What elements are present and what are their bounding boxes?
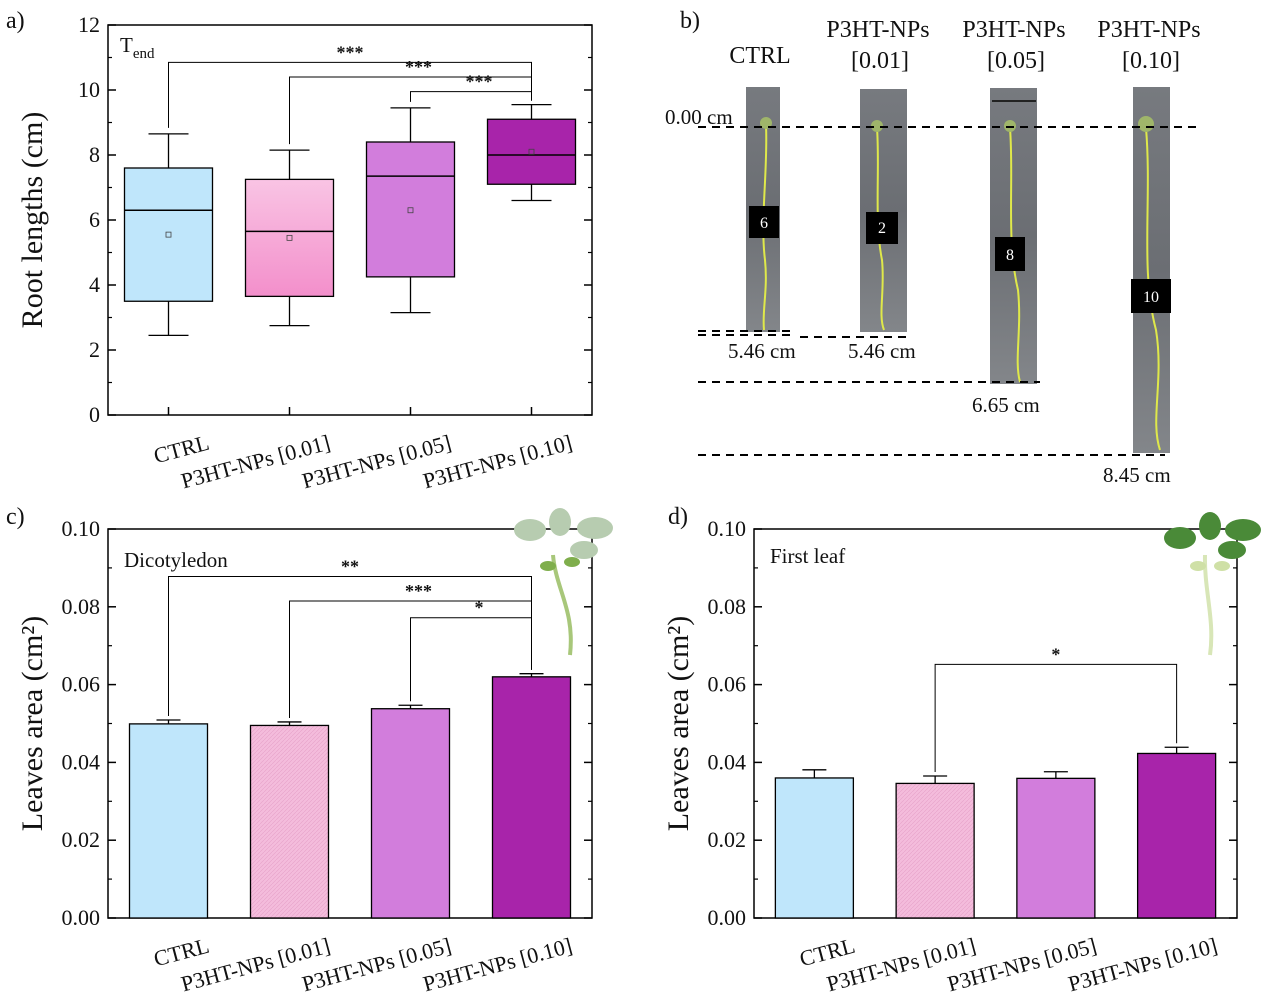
- tag-005: 8: [1006, 247, 1014, 264]
- bar-p3ht-nps-0-10: [1136, 752, 1217, 919]
- bar-p3ht-nps-0-05: [370, 708, 451, 919]
- ytick-label-d: 0.06: [708, 672, 747, 697]
- y-axis-label-a: Root lengths (cm): [16, 112, 49, 329]
- length-label-005: 6.65 cm: [972, 393, 1040, 417]
- panel-c-letter: c): [6, 504, 25, 530]
- panel-b-letter: b): [680, 8, 700, 34]
- y-axis-label-d: Leaves area (cm²): [662, 616, 695, 832]
- seedling-icon-first-leaf: [1164, 512, 1261, 656]
- bar-ctrl: [128, 723, 209, 919]
- zero-cm-label: 0.00 cm: [665, 105, 733, 129]
- significance-label-c: *: [475, 598, 484, 618]
- ytick-label-a: 10: [78, 77, 100, 102]
- photo-label-010-line1: P3HT-NPs: [1097, 17, 1200, 43]
- y-axis-label-c: Leaves area (cm²): [16, 616, 49, 832]
- root-005: [1009, 127, 1021, 383]
- box-p3ht-nps-0-05-mean: [407, 207, 414, 214]
- tag-001: 2: [878, 220, 886, 237]
- ytick-label-a: 0: [89, 402, 100, 427]
- length-label-010: 8.45 cm: [1103, 463, 1171, 487]
- ytick-label-c: 0.08: [62, 594, 101, 619]
- root-001: [876, 127, 885, 331]
- ytick-label-d: 0.00: [708, 905, 747, 930]
- bar-ctrl: [774, 777, 855, 919]
- photo-strip-005: [990, 88, 1037, 384]
- chart-d-first-leaf: 0.00 0.02 0.04 0.06 0.08 0.10 Leaves area (cm²…: [662, 516, 1238, 992]
- ytick-label-a: 2: [89, 337, 100, 362]
- tag-ctrl: 6: [760, 215, 768, 232]
- significance-bracket-c: [410, 617, 532, 702]
- photo-label-001-line1: P3HT-NPs: [826, 17, 929, 43]
- bar-p3ht-nps-0-01: [249, 724, 330, 919]
- ytick-label-a: 4: [89, 272, 100, 297]
- photo-label-005-line1: P3HT-NPs: [962, 17, 1065, 43]
- photo-label-010-line2: [0.10]: [1122, 48, 1180, 74]
- significance-bracket-a: [410, 91, 532, 102]
- length-label-001: 5.46 cm: [848, 339, 916, 363]
- ytick-label-c: 0.10: [62, 516, 101, 541]
- length-label-ctrl: 5.46 cm: [728, 339, 796, 363]
- significance-label-d: *: [1051, 644, 1060, 664]
- ytick-label-a: 6: [89, 207, 100, 232]
- panel-annotation-a: Tend: [120, 33, 155, 62]
- bar-p3ht-nps-0-01: [895, 782, 975, 919]
- tag-010-box: [1131, 279, 1171, 313]
- bar-p3ht-nps-0-05: [1016, 777, 1096, 919]
- significance-label-a: ***: [405, 57, 432, 77]
- ytick-label-d: 0.02: [708, 827, 747, 852]
- shoot-010: [1138, 116, 1154, 132]
- seedling-icon-dicotyledon: [514, 508, 613, 656]
- ytick-label-c: 0.06: [62, 672, 101, 697]
- photo-strip-010: [1133, 87, 1170, 453]
- photo-label-ctrl: CTRL: [729, 43, 790, 69]
- ytick-label-d: 0.08: [708, 594, 747, 619]
- ytick-label-c: 0.00: [62, 905, 101, 930]
- significance-label-c: **: [341, 556, 359, 576]
- ytick-label-a: 8: [89, 142, 100, 167]
- root-ctrl: [762, 124, 768, 331]
- significance-bracket-d: [934, 663, 1178, 773]
- photo-label-001-line2: [0.01]: [851, 48, 909, 74]
- bar-p3ht-nps-0-10: [491, 676, 572, 919]
- ytick-label-c: 0.04: [62, 749, 101, 774]
- box-p3ht-nps-0-10-mean: [528, 148, 535, 155]
- ytick-label-d: 0.10: [708, 516, 747, 541]
- box-p3ht-nps-0-01-mean: [286, 234, 293, 241]
- shoot-001: [871, 120, 883, 132]
- photo-strip-001: [860, 89, 907, 332]
- significance-label-c: ***: [405, 581, 432, 601]
- significance-label-a: ***: [337, 42, 364, 62]
- panel-annotation-c: Dicotyledon: [124, 548, 228, 572]
- significance-bracket-a: [289, 76, 532, 145]
- photo-label-005-line2: [0.05]: [987, 48, 1045, 74]
- tag-005-box: [995, 237, 1025, 271]
- box-p3ht-nps-0-05: [365, 141, 456, 278]
- panel-annotation-d: First leaf: [770, 544, 845, 568]
- box-ctrl: [123, 167, 214, 302]
- tag-010: 10: [1143, 289, 1159, 306]
- chart-c-dicotyledon: 0.00 0.02 0.04 0.06 0.08 0.10 Leaves area (cm²…: [16, 516, 593, 992]
- panel-b-root-photos: CTRL P3HT-NPs [0.01] P3HT-NPs [0.05] P3H…: [665, 17, 1201, 487]
- significance-label-a: ***: [466, 72, 493, 92]
- ytick-label-c: 0.02: [62, 827, 101, 852]
- ytick-label-a: 12: [78, 12, 100, 37]
- box-p3ht-nps-0-10: [486, 118, 577, 185]
- box-p3ht-nps-0-01: [244, 178, 335, 298]
- panel-a-letter: a): [6, 8, 25, 34]
- panel-d-letter: d): [668, 504, 688, 530]
- tag-001-box: [866, 212, 898, 244]
- root-010: [1145, 127, 1161, 451]
- tag-ctrl-box: [749, 206, 779, 238]
- box-ctrl-mean: [165, 231, 172, 238]
- ytick-label-d: 0.04: [708, 749, 747, 774]
